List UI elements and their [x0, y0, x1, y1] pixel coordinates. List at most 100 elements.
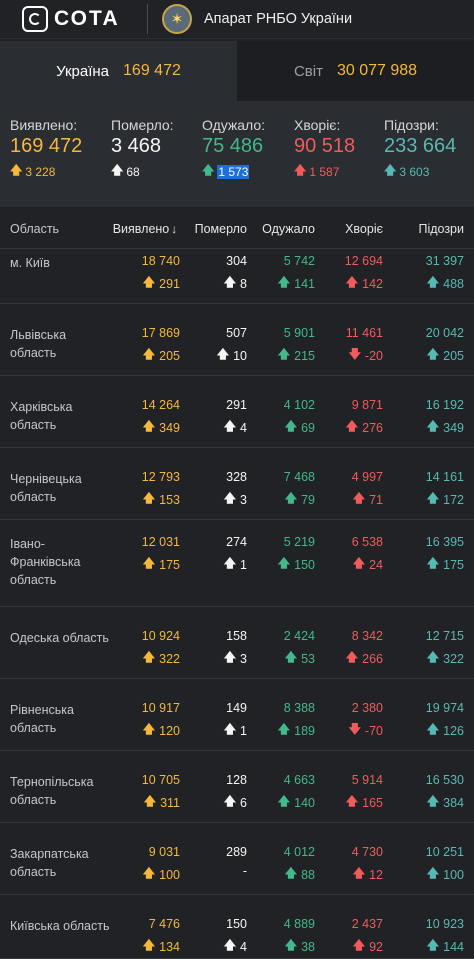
cell-recovered-delta: 🡅 189 — [278, 720, 315, 741]
cell-died: 328 🡅 3 — [180, 470, 247, 519]
cell-detected-delta: 🡅 205 — [143, 345, 180, 366]
table-row[interactable]: Київська область 7 476 🡅 134 150 🡅 4 4 8… — [0, 895, 474, 959]
arrow-up-icon: 🡅 — [345, 794, 359, 808]
cell-recovered-value: 2 424 — [283, 629, 315, 643]
table-row[interactable]: Чернівецька область 12 793 🡅 153 328 🡅 3… — [0, 448, 474, 520]
cell-died: 291 🡅 4 — [180, 398, 247, 447]
col-header-sick[interactable]: Хворіє — [345, 222, 383, 236]
arrow-up-icon: 🡅 — [216, 347, 230, 361]
stat-delta-value: 3 228 — [25, 164, 56, 179]
cell-suspected-delta: 🡅 488 — [427, 273, 464, 294]
cell-suspected-delta-value: 175 — [443, 557, 464, 572]
stat-label: Підозри: — [384, 117, 439, 133]
cell-sick-value: 2 380 — [351, 701, 383, 715]
table-row[interactable]: Закарпатська область 9 031 🡅 100 289 - 4… — [0, 823, 474, 895]
cell-detected: 14 264 🡅 349 — [110, 398, 180, 447]
arrow-up-icon: 🡅 — [142, 275, 156, 289]
arrow-up-icon: 🡅 — [277, 556, 291, 570]
cell-sick-delta: 🡇 -20 — [349, 345, 383, 366]
region-name: Закарпатська область — [10, 847, 89, 879]
cell-died: 304 🡅 8 — [180, 254, 247, 303]
cell-detected-delta-value: 134 — [159, 939, 180, 954]
arrow-up-icon: 🡅 — [111, 163, 124, 177]
cell-died-delta: 🡅 3 — [224, 648, 247, 669]
cell-suspected-value: 16 395 — [425, 535, 464, 549]
cell-died-value: 158 — [226, 629, 247, 643]
table-row[interactable]: Львівська область 17 869 🡅 205 507 🡅 10 … — [0, 304, 474, 376]
cota-logo[interactable]: СОТА — [0, 6, 147, 32]
table-row[interactable]: Івано-Франківська область 12 031 🡅 175 2… — [0, 520, 474, 607]
stat-died: Померло: 3 468 🡅 68 — [111, 117, 202, 185]
arrow-up-icon: 🡅 — [142, 556, 156, 570]
cell-died-value: 304 — [226, 254, 247, 268]
cell-suspected: 16 395 🡅 175 — [383, 535, 464, 606]
arrow-up-icon: 🡅 — [345, 650, 359, 664]
cell-sick-value: 4 730 — [351, 845, 383, 859]
stat-label: Хворіє: — [294, 117, 341, 133]
col-header-died[interactable]: Померло — [194, 222, 247, 236]
col-header-suspected[interactable]: Підозри — [418, 222, 464, 236]
stat-delta-value: 68 — [126, 164, 140, 179]
cell-sick-delta-value: 12 — [369, 867, 383, 882]
cell-sick-delta-value: -70 — [364, 723, 383, 738]
cell-recovered: 2 424 🡅 53 — [247, 629, 315, 678]
cell-sick-delta-value: 71 — [369, 492, 383, 507]
cell-died-value: 291 — [226, 398, 247, 412]
cell-recovered-delta: 🡅 79 — [285, 489, 315, 510]
arrow-up-icon: 🡅 — [223, 556, 237, 570]
tab-ukraine-label: Україна — [56, 62, 110, 80]
arrow-up-icon: 🡅 — [345, 275, 359, 289]
cell-died-delta-value: 1 — [240, 723, 247, 738]
arrow-up-icon: 🡅 — [352, 866, 366, 880]
cell-recovered-delta: 🡅 53 — [285, 648, 315, 669]
region-name: Львівська область — [10, 328, 67, 360]
cell-recovered: 4 663 🡅 140 — [247, 773, 315, 822]
col-header-region[interactable]: Область — [10, 222, 60, 236]
cell-died-delta-value: 6 — [240, 795, 247, 810]
tab-ukraine-value: 169 472 — [123, 62, 181, 79]
cell-died-delta: 🡅 3 — [224, 489, 247, 510]
stat-delta: 🡅 3 603 — [384, 161, 472, 182]
cell-died-delta-value: - — [242, 864, 247, 878]
arrow-up-icon: 🡅 — [223, 794, 237, 808]
cell-detected: 17 869 🡅 205 — [110, 326, 180, 375]
tab-ukraine[interactable]: Україна 169 472 — [0, 41, 237, 101]
cota-logo-icon — [22, 6, 48, 32]
table-row[interactable]: Рівненська область 10 917 🡅 120 149 🡅 1 … — [0, 679, 474, 751]
region-name: м. Київ — [10, 256, 50, 270]
cell-sick-delta-value: 165 — [362, 795, 383, 810]
tab-world[interactable]: Світ 30 077 988 — [237, 41, 474, 101]
cell-sick-delta: 🡅 142 — [346, 273, 383, 294]
cell-died-value: 507 — [226, 326, 247, 340]
table-row[interactable]: Тернопільська область 10 705 🡅 311 128 🡅… — [0, 751, 474, 823]
cell-sick-delta-value: 24 — [369, 557, 383, 572]
cell-died-delta: - — [243, 864, 247, 878]
arrow-up-icon: 🡅 — [345, 419, 359, 433]
table-row[interactable]: Харківська область 14 264 🡅 349 291 🡅 4 … — [0, 376, 474, 448]
arrow-down-icon: 🡇 — [348, 347, 361, 361]
col-header-detected-label: Виявлено — [112, 222, 170, 236]
table-row[interactable]: м. Київ 18 740 🡅 291 304 🡅 8 5 742 🡅 141 — [0, 249, 474, 304]
cell-sick: 6 538 🡅 24 — [315, 535, 383, 606]
cell-died-delta: 🡅 1 — [224, 554, 247, 575]
cell-detected: 18 740 🡅 291 — [110, 254, 180, 303]
cell-recovered: 7 468 🡅 79 — [247, 470, 315, 519]
arrow-up-icon: 🡅 — [284, 866, 298, 880]
cell-died-value: 128 — [226, 773, 247, 787]
stat-delta: 🡅 1 587 — [294, 161, 384, 182]
cell-suspected-delta-value: 488 — [443, 276, 464, 291]
arrow-up-icon: 🡅 — [352, 491, 366, 505]
cell-suspected-value: 10 923 — [425, 917, 464, 931]
arrow-up-icon: 🡅 — [284, 650, 298, 664]
cell-died-delta: 🡅 6 — [224, 792, 247, 813]
cell-suspected-delta-value: 172 — [443, 492, 464, 507]
col-header-detected[interactable]: Виявлено ↓ — [110, 222, 180, 236]
arrow-up-icon: 🡅 — [277, 722, 291, 736]
cell-detected-delta-value: 175 — [159, 557, 180, 572]
sort-desc-icon: ↓ — [171, 222, 178, 236]
col-header-recovered[interactable]: Одужало — [262, 222, 315, 236]
cell-suspected-value: 10 251 — [425, 845, 464, 859]
org-link[interactable]: ✶ Апарат РНБО України — [162, 4, 352, 34]
cell-suspected-value: 14 161 — [425, 470, 464, 484]
table-row[interactable]: Одеська область 10 924 🡅 322 158 🡅 3 2 4… — [0, 607, 474, 679]
